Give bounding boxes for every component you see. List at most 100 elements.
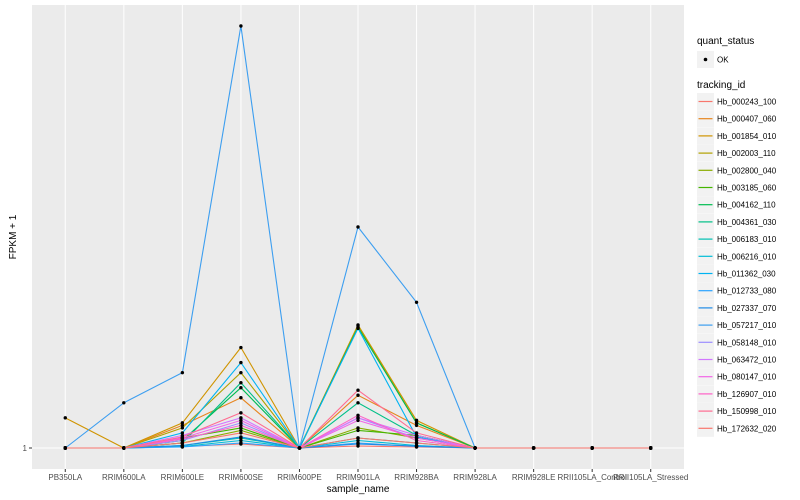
data-point <box>590 446 594 450</box>
legend-label: Hb_172632_020 <box>717 424 777 433</box>
x-tick-label: RRII105LA_Stressed <box>613 473 688 482</box>
data-point <box>356 225 360 229</box>
data-point <box>239 345 243 350</box>
data-point <box>239 435 243 439</box>
x-tick-label: RRIM901LA <box>336 473 380 482</box>
x-tick-label: RRIM928LA <box>453 473 497 482</box>
grid <box>32 5 684 469</box>
data-point <box>180 426 185 430</box>
data-point <box>122 401 126 405</box>
data-point <box>414 444 419 448</box>
legend-label: Hb_002003_110 <box>717 149 776 158</box>
legend-label: Hb_126907_010 <box>717 390 777 399</box>
data-point <box>180 431 185 435</box>
data-point <box>180 423 185 428</box>
y-axis-title: FPKM + 1 <box>8 214 19 259</box>
data-point <box>63 416 67 420</box>
data-point <box>239 416 243 420</box>
data-point <box>239 438 243 443</box>
legend-point-icon <box>703 57 708 62</box>
legend-label: Hb_057217_010 <box>717 321 777 330</box>
legend-label: Hb_080147_010 <box>717 373 777 382</box>
legend-label: Hb_002800_040 <box>717 166 777 175</box>
data-point <box>414 300 419 305</box>
x-axis-ticks: PB350LA RRIM600LA RRIM600LE RRIM600SE RRIM60… <box>48 469 688 482</box>
data-point <box>239 24 243 28</box>
x-tick-label: RRIM928LE <box>512 473 556 482</box>
data-point <box>239 426 243 430</box>
data-point <box>239 386 243 390</box>
x-tick-label: RRIM928BA <box>394 473 439 482</box>
data-point <box>239 428 243 433</box>
legend-label: Hb_027337_070 <box>717 304 777 313</box>
legend-label: Hb_058148_010 <box>717 338 777 347</box>
legend-label: Hb_000407_060 <box>717 115 777 124</box>
legend-label: Hb_004361_030 <box>717 218 777 227</box>
legend-label: Hb_063472_010 <box>717 356 777 365</box>
data-point <box>180 435 185 439</box>
data-point <box>356 388 360 392</box>
data-point <box>239 396 243 400</box>
data-point <box>297 446 302 450</box>
data-point <box>239 431 243 435</box>
legend-label: Hb_004162_110 <box>717 201 776 210</box>
data-point <box>239 370 243 375</box>
x-tick-label: RRII105LA_Control <box>557 473 627 482</box>
data-point <box>180 421 185 425</box>
data-point <box>414 441 419 445</box>
x-tick-label: RRIM600LA <box>102 473 146 482</box>
y-axis-ticks: 1 <box>23 444 32 453</box>
data-point <box>356 416 360 420</box>
data-point <box>531 446 536 450</box>
data-point <box>239 411 243 415</box>
data-point <box>414 431 419 435</box>
x-axis-title: sample_name <box>327 484 390 495</box>
data-point <box>414 433 419 438</box>
data-point <box>180 441 185 445</box>
data-point <box>356 401 360 405</box>
data-point <box>473 446 477 450</box>
data-point <box>356 393 360 397</box>
data-point <box>239 360 243 365</box>
data-point <box>180 443 185 448</box>
data-point <box>180 370 185 375</box>
x-tick-label: PB350LA <box>48 473 82 482</box>
data-point <box>414 436 419 440</box>
data-point <box>239 423 243 428</box>
data-point <box>239 418 243 423</box>
data-point <box>239 441 243 445</box>
data-point <box>356 418 360 423</box>
data-point <box>356 413 360 418</box>
data-point <box>414 423 419 428</box>
data-point <box>356 428 360 433</box>
data-point <box>356 442 360 446</box>
data-point <box>649 446 653 450</box>
data-point <box>63 446 67 450</box>
legend-label: Hb_006216_010 <box>717 252 777 261</box>
data-point <box>414 421 419 425</box>
data-point <box>122 446 126 450</box>
data-point <box>414 438 419 443</box>
legend-label: Hb_012733_080 <box>717 287 777 296</box>
x-tick-label: RRIM600LE <box>161 473 205 482</box>
legend-label: Hb_011362_030 <box>717 270 776 279</box>
data-point <box>356 436 360 440</box>
legend-label: Hb_001854_010 <box>717 132 777 141</box>
data-point <box>414 418 419 423</box>
y-tick-label: 1 <box>23 444 28 453</box>
data-point <box>239 380 243 385</box>
x-tick-label: RRIM600PE <box>277 473 321 482</box>
legend-label: Hb_150998_010 <box>717 407 777 416</box>
legend-label: OK <box>717 56 729 65</box>
legend-label: Hb_000243_100 <box>717 98 777 107</box>
data-point <box>239 421 243 425</box>
data-point <box>356 426 360 430</box>
legend-label: Hb_003185_060 <box>717 184 777 193</box>
x-tick-label: RRIM600SE <box>219 473 263 482</box>
legend: quant_status OK tracking_id Hb_000243_10… <box>697 36 777 437</box>
legend-quant-title: quant_status <box>697 36 754 47</box>
data-points <box>63 24 653 450</box>
data-point <box>356 438 360 443</box>
legend-tracking-title: tracking_id <box>697 80 745 91</box>
